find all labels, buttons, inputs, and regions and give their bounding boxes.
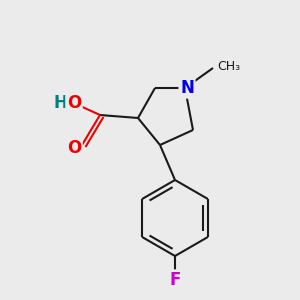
Text: F: F (169, 271, 181, 289)
Text: H: H (53, 94, 67, 112)
Text: O: O (67, 139, 81, 157)
Text: CH₃: CH₃ (217, 59, 240, 73)
Text: N: N (180, 79, 194, 97)
Text: O: O (67, 94, 81, 112)
